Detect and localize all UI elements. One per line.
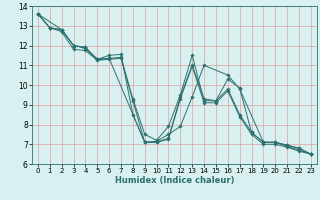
X-axis label: Humidex (Indice chaleur): Humidex (Indice chaleur) bbox=[115, 176, 234, 185]
